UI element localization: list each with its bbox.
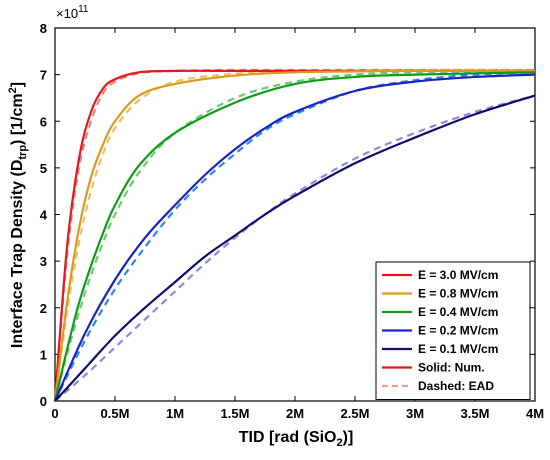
series-1-num-line [53, 69, 535, 402]
legend-label: E = 0.2 MV/cm [418, 324, 498, 338]
legend-label: E = 0.1 MV/cm [418, 342, 498, 356]
series-4-ead-line [54, 71, 536, 402]
y-tick-label: 7 [40, 68, 47, 83]
y-tick-label: 6 [40, 114, 47, 129]
y-tick-label: 8 [40, 21, 47, 36]
y-exponent-label: ×1011 [56, 4, 89, 21]
y-tick-label: 1 [40, 347, 47, 362]
x-tick-label: 2.5M [341, 406, 370, 421]
y-tick-label: 3 [40, 254, 47, 269]
legend-label: E = 0.4 MV/cm [418, 305, 498, 319]
x-axis-ticks: 0 0.5M 1M 1.5M 2M 2.5M 3M 3.5M 4M [51, 28, 544, 421]
series-3-num-line [53, 71, 536, 402]
series-5-ead-line [54, 94, 536, 402]
series-4-num-line [53, 73, 536, 402]
series-layer [53, 68, 536, 402]
legend-label: Dashed: EAD [418, 379, 494, 393]
x-tick-label: 1.5M [221, 406, 250, 421]
x-tick-label: 3M [406, 406, 424, 421]
x-tick-label: 0.5M [101, 406, 130, 421]
legend-label: Solid: Num. [418, 361, 485, 375]
x-tick-label: 0 [51, 406, 58, 421]
x-tick-label: 4M [526, 406, 544, 421]
y-tick-label: 5 [40, 161, 47, 176]
series-5-num-line [54, 94, 536, 402]
y-tick-label: 0 [40, 394, 47, 409]
x-tick-label: 1M [166, 406, 184, 421]
x-tick-label: 2M [286, 406, 304, 421]
y-axis-label: Interface Trap Density (Dtrp) [1/cm2] [7, 82, 29, 348]
legend-label: E = 0.8 MV/cm [418, 287, 498, 301]
y-tick-label: 4 [40, 208, 48, 223]
y-tick-label: 2 [40, 301, 47, 316]
legend: E = 3.0 MV/cm E = 0.8 MV/cm E = 0.4 MV/cm E… [375, 261, 531, 400]
x-axis-label: TID [rad (SiO2)] [239, 429, 354, 449]
legend-label: E = 3.0 MV/cm [418, 268, 498, 282]
series-2-num-line [53, 69, 536, 402]
x-tick-label: 3.5M [461, 406, 490, 421]
